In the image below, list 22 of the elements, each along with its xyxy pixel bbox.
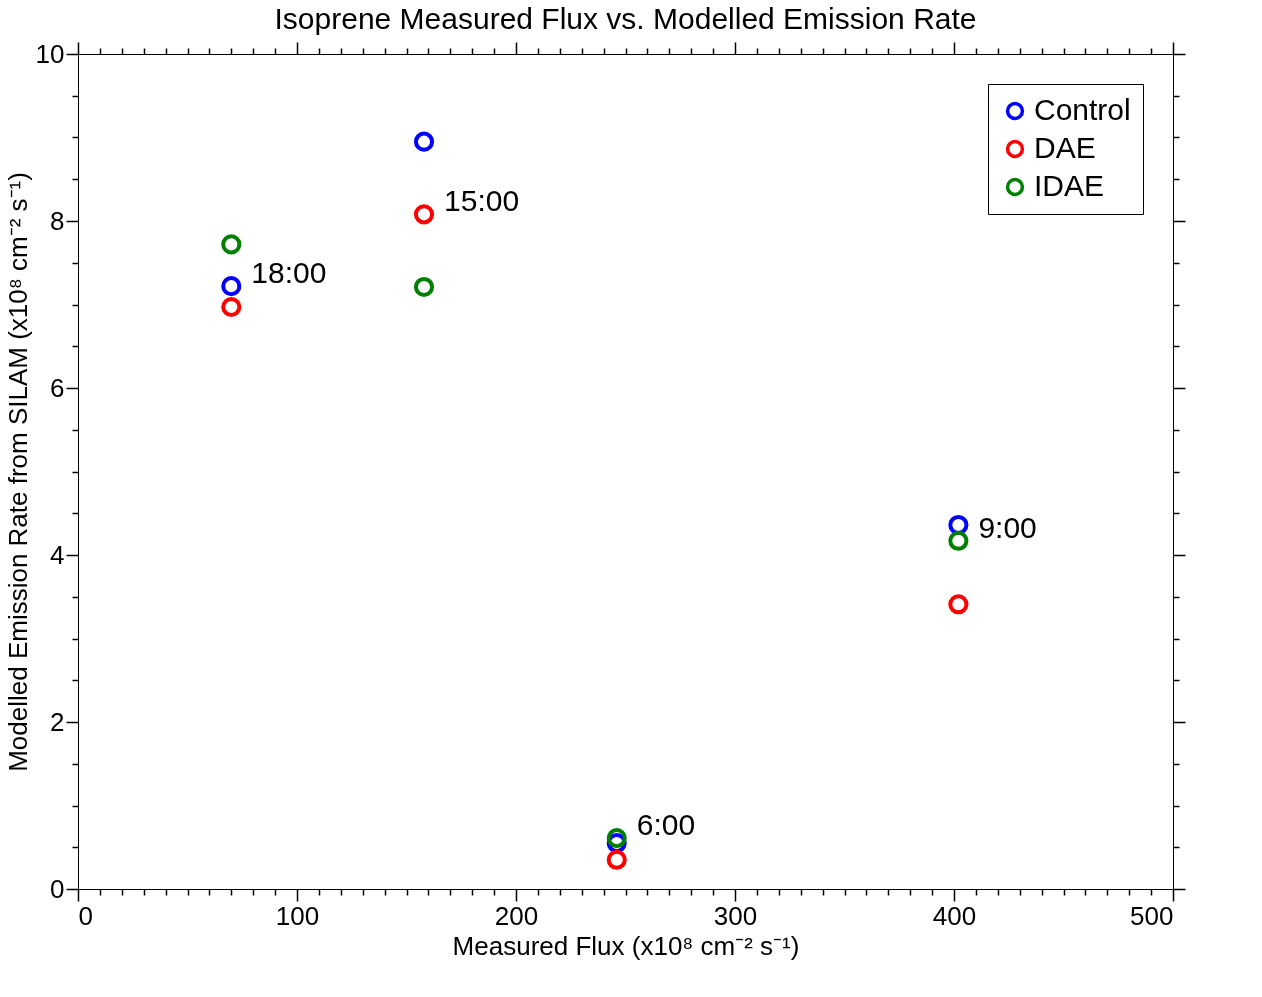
annotation: 15:00 — [444, 184, 520, 218]
y-tick-label: 0 — [50, 873, 65, 904]
legend-label: DAE — [1034, 131, 1096, 164]
x-tick-label: 300 — [713, 900, 758, 931]
annotation: 6:00 — [636, 808, 696, 842]
annotation: 9:00 — [978, 510, 1037, 544]
y-tick-label: 10 — [35, 38, 65, 69]
y-tick-label: 2 — [50, 706, 65, 737]
legend-label: Control — [1034, 93, 1131, 126]
x-tick-label: 500 — [1130, 900, 1174, 931]
y-tick-label: 4 — [50, 539, 65, 570]
chart-title: Isoprene Measured Flux vs. Modelled Emission Rate — [274, 2, 977, 35]
y-axis-title: Modelled Emission Rate from SILAM (x10⁸ cm⁻² s⁻¹) — [2, 172, 33, 772]
x-tick-label: 400 — [932, 900, 977, 931]
legend-label: IDAE — [1034, 169, 1105, 202]
annotation: 18:00 — [251, 256, 327, 290]
y-tick-label: 8 — [50, 205, 65, 236]
x-tick-label: 0 — [78, 900, 93, 931]
x-tick-label: 200 — [494, 900, 539, 931]
x-axis-title: Measured Flux (x10⁸ cm⁻² s⁻¹) — [452, 930, 800, 961]
x-tick-label: 100 — [275, 900, 320, 931]
y-tick-label: 6 — [50, 372, 65, 403]
